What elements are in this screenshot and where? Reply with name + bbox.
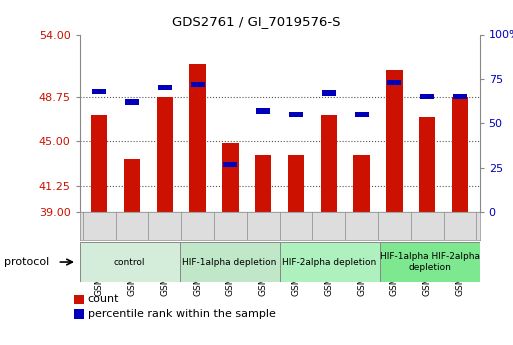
Text: percentile rank within the sample: percentile rank within the sample	[88, 309, 275, 319]
Bar	[156, 97, 173, 212]
Bar	[80, 242, 180, 282]
Bar	[419, 117, 436, 212]
Bar	[353, 155, 370, 212]
Text: control: control	[114, 257, 145, 267]
Bar	[256, 108, 270, 114]
Bar	[288, 155, 304, 212]
Bar	[452, 97, 468, 212]
Bar	[387, 80, 401, 85]
Bar	[255, 155, 271, 212]
Bar	[289, 112, 303, 117]
Bar	[280, 242, 380, 282]
Bar	[92, 89, 106, 94]
Text: HIF-2alpha depletion: HIF-2alpha depletion	[283, 257, 377, 267]
Bar	[354, 112, 368, 117]
Bar	[222, 144, 239, 212]
Bar	[189, 64, 206, 212]
Bar	[321, 115, 337, 212]
Text: HIF-1alpha HIF-2alpha
depletion: HIF-1alpha HIF-2alpha depletion	[380, 252, 480, 272]
Bar	[386, 70, 403, 212]
Text: GDS2761 / GI_7019576-S: GDS2761 / GI_7019576-S	[172, 16, 341, 29]
Bar	[380, 242, 480, 282]
Text: HIF-1alpha depletion: HIF-1alpha depletion	[183, 257, 277, 267]
Bar	[180, 242, 280, 282]
Bar	[420, 94, 434, 99]
Text: count: count	[88, 295, 119, 304]
Bar	[124, 159, 140, 212]
Text: protocol: protocol	[4, 257, 49, 267]
Bar	[191, 81, 205, 87]
Bar	[158, 85, 172, 90]
Bar	[91, 115, 107, 212]
Bar	[224, 161, 238, 167]
Bar	[453, 94, 467, 99]
Bar	[322, 90, 336, 96]
Bar	[125, 99, 139, 105]
